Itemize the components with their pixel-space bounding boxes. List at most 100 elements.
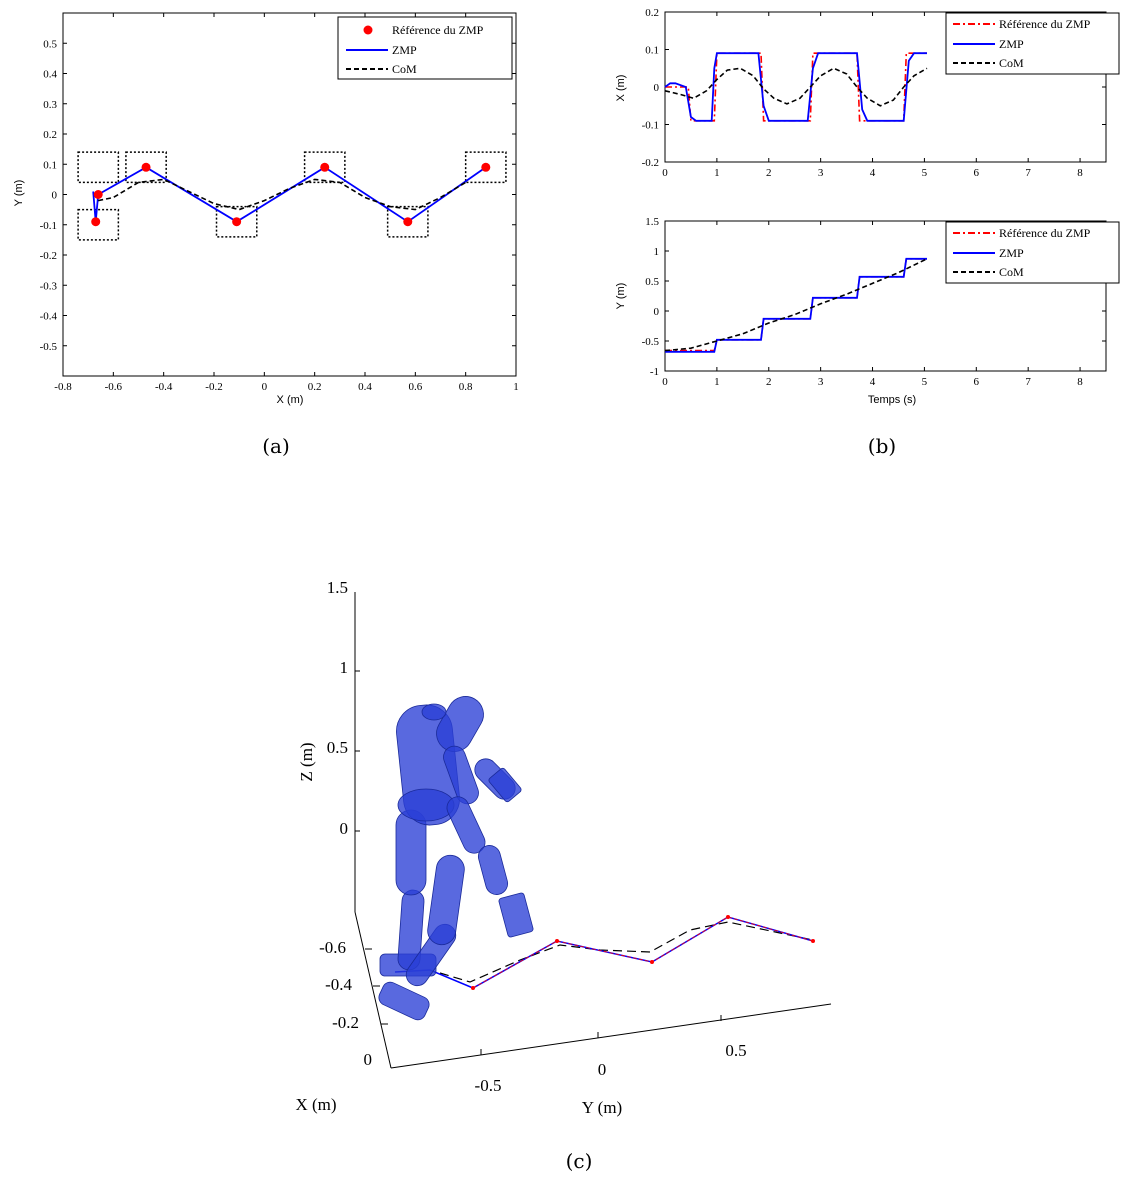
caption-b: (b) (868, 434, 896, 458)
chart-b-top-series (664, 52, 928, 122)
ytick-label: -0.5 (642, 336, 660, 348)
ytick-label: 1.5 (645, 216, 659, 228)
footprint-box (77, 208, 120, 241)
xtick-label: 1 (714, 376, 720, 388)
ytick-label: -0.2 (40, 250, 57, 262)
footprint-box (77, 151, 120, 184)
reference-point (403, 217, 413, 227)
ytick-label: -0.5 (40, 341, 58, 353)
xtick-label: 6 (974, 376, 980, 388)
caption-a: (a) (262, 434, 290, 458)
com-line (98, 178, 467, 211)
xtick-label: 1 (513, 381, 519, 393)
plot3d-com-path (439, 921, 814, 983)
zmp-line (92, 166, 487, 223)
chart-a: -0.8 -0.6 -0.4 -0.2 0 0.2 0.4 0.6 0.8 1 0.5 0.4 0.3 0… (13, 12, 519, 406)
ytick-label: 0.5 (645, 276, 659, 288)
robot-hand-2 (498, 892, 534, 938)
reference-point (481, 162, 491, 172)
ytick-label: 0 (654, 306, 660, 318)
ytick-label: 0 (654, 82, 660, 94)
ytick-label: -0.4 (40, 311, 58, 323)
chart-a-legend: Référence du ZMP ZMP CoM (337, 16, 513, 80)
reference-point (141, 162, 151, 172)
xtick-label: -0.4 (155, 381, 173, 393)
zmp-line (664, 52, 927, 122)
plot3d: 1.5 1 0.5 0 Z (m) -0.6 -0.4 -0.2 0 X (m)… (295, 578, 832, 1117)
xtick-label: 5 (922, 376, 928, 388)
plot3d-x-axis (354, 911, 392, 1069)
ytick-label: 0.3 (43, 99, 57, 111)
chart-a-ticks: -0.8 -0.6 -0.4 -0.2 0 0.2 0.4 0.6 0.8 1 0.5 0.4 0.3 0… (40, 13, 519, 393)
footprint-box (125, 151, 167, 184)
legend-bb-reference-label: Référence du ZMP (999, 226, 1091, 240)
plot3d-ztick: 0 (340, 819, 349, 838)
reference-point (93, 190, 103, 199)
chart-b-top-ylabel: X (m) (615, 75, 627, 102)
caption-c: (c) (566, 1149, 593, 1173)
plot3d-reference-point (555, 939, 559, 943)
chart-b-bottom-ylabel: Y (m) (615, 283, 627, 310)
xtick-label: 4 (870, 376, 876, 388)
xtick-label: 7 (1025, 167, 1031, 179)
xtick-label: 0.4 (358, 381, 372, 393)
xtick-label: 7 (1025, 376, 1031, 388)
ytick-label: 0.4 (43, 69, 57, 81)
chart-b-bottom-series (664, 257, 928, 353)
plot3d-ztick: 1.5 (327, 578, 348, 597)
robot-neck (421, 703, 447, 721)
chart-b-top-legend: Référence du ZMP ZMP CoM (945, 12, 1120, 75)
plot3d-reference-point (471, 986, 475, 990)
legend-a-reference-label: Référence du ZMP (392, 23, 484, 37)
ytick-label: 0 (52, 190, 58, 202)
xtick-label: -0.2 (205, 381, 222, 393)
legend-a-com-label: CoM (392, 62, 417, 76)
ytick-label: -0.2 (642, 157, 659, 169)
plot3d-reference-point (811, 939, 815, 943)
footprint-box (386, 205, 429, 238)
reference-point (320, 162, 330, 172)
xtick-label: 0 (662, 376, 668, 388)
legend-bb-com-label: CoM (999, 265, 1024, 279)
humanoid-robot (378, 696, 534, 1021)
plot3d-ztick: 0.5 (327, 738, 348, 757)
legend-a-reference-marker (363, 25, 373, 35)
xtick-label: -0.6 (105, 381, 123, 393)
plot3d-ytick: 0 (598, 1060, 607, 1079)
plot3d-xlabel: X (m) (295, 1095, 336, 1114)
xtick-label: 0.2 (308, 381, 322, 393)
xtick-label: 0 (262, 381, 268, 393)
robot-forearm-2 (477, 845, 509, 895)
plot3d-xtick: -0.4 (325, 975, 352, 994)
xtick-label: -0.8 (54, 381, 72, 393)
xtick-label: 0.6 (408, 381, 422, 393)
chart-b-bottom-ticks: 0 1 2 3 4 5 6 7 8 1.5 1 0.5 0 -0.5 -1 (642, 216, 1106, 388)
legend-bb-zmp-label: ZMP (999, 246, 1024, 260)
ytick-label: -0.1 (642, 120, 659, 132)
footprint-box (215, 205, 258, 238)
legend-bt-zmp-label: ZMP (999, 37, 1024, 51)
com-line (664, 67, 928, 107)
ytick-label: 0.1 (43, 159, 57, 171)
xtick-label: 0.8 (459, 381, 473, 393)
robot-front-foot (378, 981, 430, 1021)
plot3d-xtick: -0.2 (332, 1013, 359, 1032)
xtick-label: 2 (766, 167, 772, 179)
xtick-label: 0 (662, 167, 668, 179)
reference-point (91, 217, 101, 227)
robot-upper-arm-2 (446, 796, 486, 854)
plot3d-ztick: 1 (340, 658, 349, 677)
footprint-box (303, 151, 346, 184)
legend-a-zmp-label: ZMP (392, 43, 417, 57)
chart-a-series (91, 162, 491, 227)
xtick-label: 4 (870, 167, 876, 179)
chart-a-xlabel: X (m) (277, 394, 304, 406)
ytick-label: 0.5 (43, 38, 57, 50)
chart-b-bottom-legend: Référence du ZMP ZMP CoM (945, 221, 1120, 284)
ytick-label: 0.2 (43, 129, 57, 141)
plot3d-y-axis (390, 1003, 832, 1069)
plot3d-ytick: -0.5 (475, 1076, 502, 1095)
legend-bt-com-label: CoM (999, 56, 1024, 70)
plot3d-ytick: 0.5 (725, 1041, 746, 1060)
plot3d-xtick: 0 (364, 1050, 373, 1069)
